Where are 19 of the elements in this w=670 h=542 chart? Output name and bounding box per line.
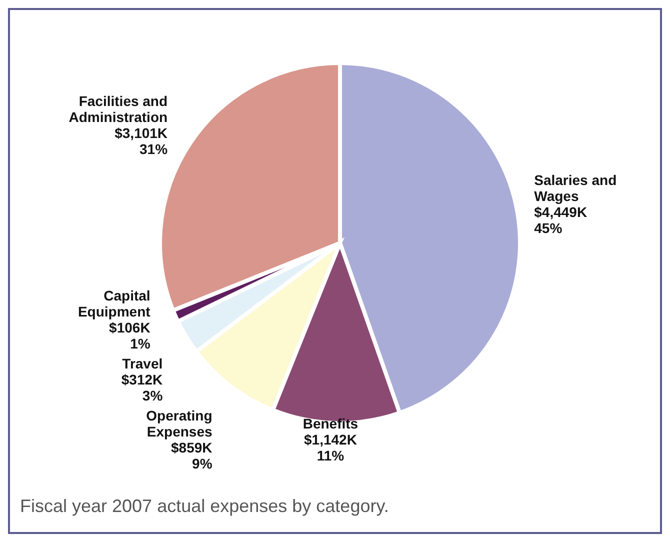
data-label: $106K	[109, 320, 150, 336]
data-label: $4,449K	[534, 204, 588, 220]
text: 3%	[142, 388, 163, 404]
text: 11%	[316, 448, 344, 464]
text: 31%	[140, 140, 168, 157]
data-label: $312K	[121, 372, 163, 388]
text: 9%	[192, 456, 212, 472]
slice-label: Salaries and Wages	[534, 172, 617, 204]
slice-label: Travel	[122, 356, 163, 372]
text: Fiscal year 2007 actual expenses by category.	[19, 495, 390, 517]
data-label: $859K	[171, 440, 212, 456]
slice-label: Facilities and Administration	[68, 92, 168, 125]
slice-label: Benefits	[302, 416, 358, 432]
data-label: $1,142K	[304, 432, 357, 448]
slice-label: Operating Expenses	[146, 408, 212, 440]
text: 1%	[130, 336, 150, 352]
slice-label: Capital Equipment	[78, 288, 151, 320]
data-label: $3,101K	[114, 124, 168, 141]
text: 45%	[534, 220, 562, 236]
